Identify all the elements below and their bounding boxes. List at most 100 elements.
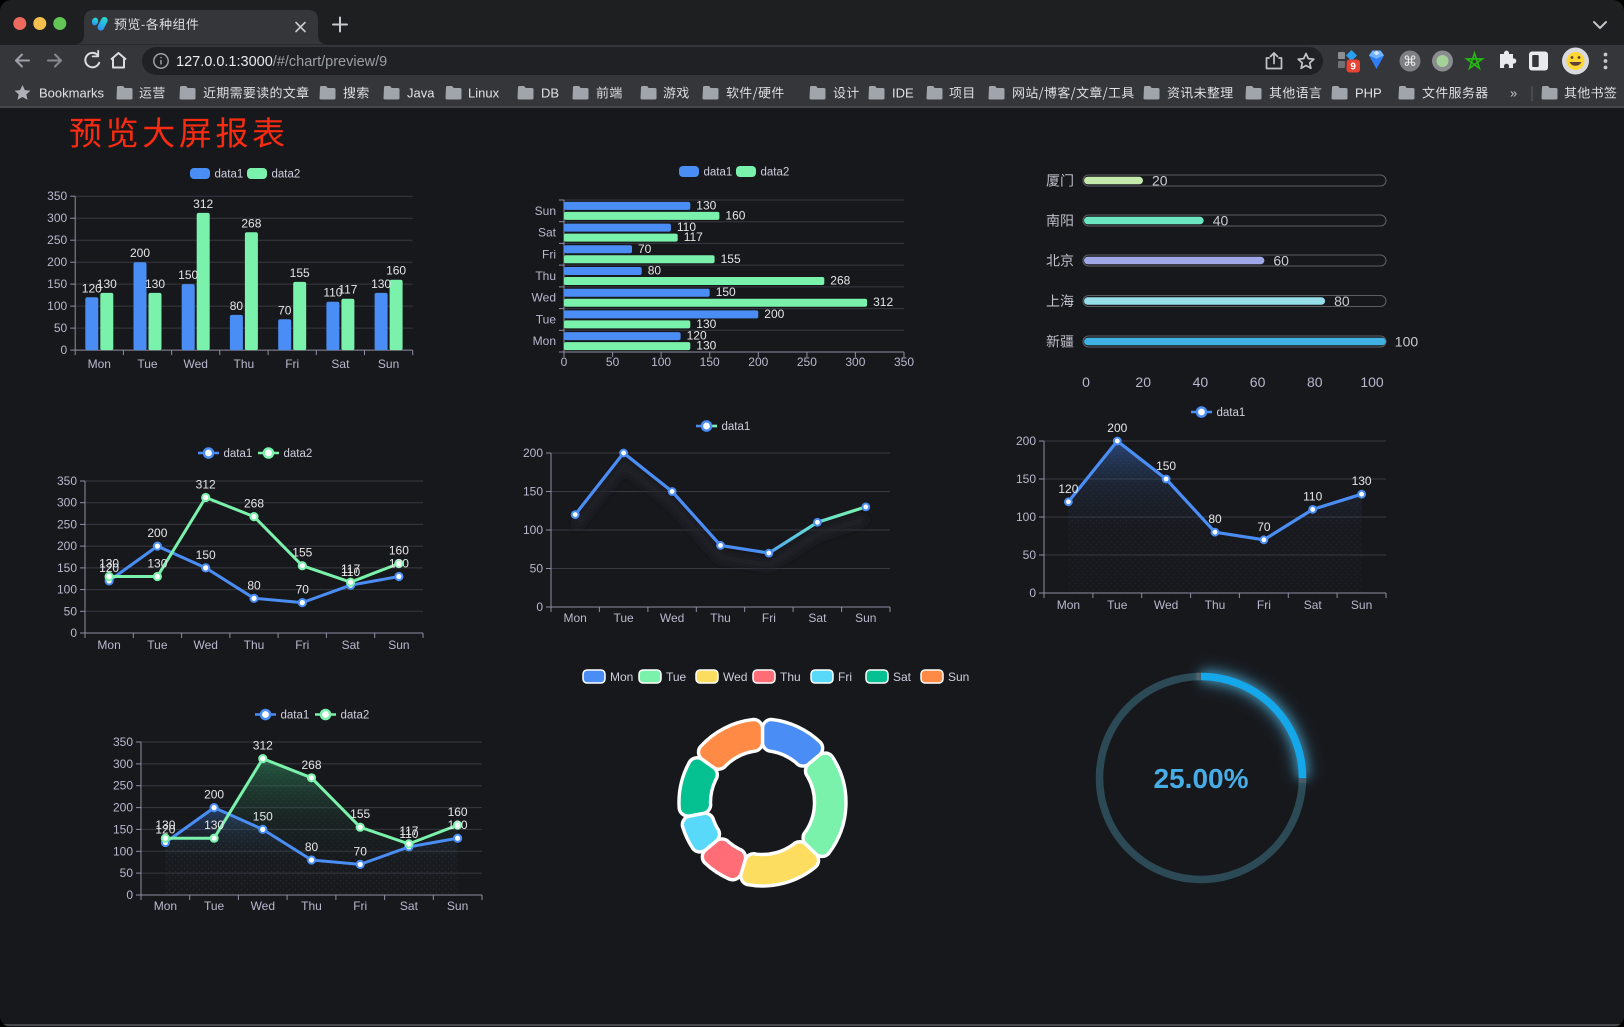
svg-text:»: » xyxy=(1510,86,1517,101)
svg-text:70: 70 xyxy=(278,303,292,317)
svg-text:80: 80 xyxy=(1307,374,1323,390)
svg-text:Tue: Tue xyxy=(666,670,687,684)
svg-text:200: 200 xyxy=(523,446,543,460)
svg-text:350: 350 xyxy=(47,189,67,203)
svg-text:Mon: Mon xyxy=(533,334,556,348)
svg-text:150: 150 xyxy=(716,285,736,299)
svg-text:Mon: Mon xyxy=(88,357,111,371)
svg-text:data1: data1 xyxy=(224,448,253,460)
svg-text:312: 312 xyxy=(253,739,273,753)
svg-text:Sun: Sun xyxy=(948,670,969,684)
svg-text:80: 80 xyxy=(648,264,662,278)
svg-text:200: 200 xyxy=(113,801,133,815)
svg-text:110: 110 xyxy=(677,220,696,234)
svg-text:Java: Java xyxy=(407,86,435,101)
svg-text:Sun: Sun xyxy=(855,611,876,625)
svg-text:100: 100 xyxy=(1360,374,1384,390)
svg-text:200: 200 xyxy=(204,788,224,802)
svg-text:200: 200 xyxy=(764,307,784,321)
svg-text:0: 0 xyxy=(70,626,77,640)
svg-text:Thu: Thu xyxy=(301,899,322,913)
svg-text:80: 80 xyxy=(305,840,319,854)
svg-text:200: 200 xyxy=(47,255,67,269)
svg-text:350: 350 xyxy=(57,474,77,488)
svg-text:0: 0 xyxy=(1082,374,1090,390)
svg-text:80: 80 xyxy=(230,299,244,313)
svg-text:117: 117 xyxy=(684,230,703,244)
svg-text:Tue: Tue xyxy=(147,638,168,652)
svg-text:Fri: Fri xyxy=(353,899,367,913)
svg-text:Tue: Tue xyxy=(613,611,634,625)
svg-text:50: 50 xyxy=(120,866,134,880)
svg-text:data2: data2 xyxy=(284,448,313,460)
svg-text:150: 150 xyxy=(1156,459,1176,473)
svg-text:80: 80 xyxy=(247,578,261,592)
svg-text:250: 250 xyxy=(797,355,817,369)
svg-text:Thu: Thu xyxy=(535,269,556,283)
svg-text:350: 350 xyxy=(113,735,133,749)
svg-text:60: 60 xyxy=(1273,253,1289,269)
svg-text:120: 120 xyxy=(99,561,119,575)
svg-text:data1: data1 xyxy=(215,169,244,181)
svg-text:40: 40 xyxy=(1213,213,1229,229)
svg-text:70: 70 xyxy=(354,844,368,858)
svg-text:IDE: IDE xyxy=(892,86,914,101)
svg-text:Fri: Fri xyxy=(762,611,776,625)
svg-text:300: 300 xyxy=(47,211,67,225)
svg-text:Sat: Sat xyxy=(400,899,419,913)
svg-text:0: 0 xyxy=(561,355,568,369)
svg-text:100: 100 xyxy=(523,523,543,537)
svg-text:Sat: Sat xyxy=(1304,598,1323,612)
svg-text:Tue: Tue xyxy=(536,312,557,326)
svg-text:⌘: ⌘ xyxy=(1403,53,1417,69)
svg-text:50: 50 xyxy=(64,604,78,618)
svg-text:200: 200 xyxy=(130,246,150,260)
svg-text:130: 130 xyxy=(1352,474,1372,488)
svg-text:Thu: Thu xyxy=(1205,598,1226,612)
svg-text:130: 130 xyxy=(448,818,468,832)
svg-text:268: 268 xyxy=(241,216,261,230)
svg-text:155: 155 xyxy=(292,546,312,560)
svg-text:100: 100 xyxy=(113,844,133,858)
svg-text:Sat: Sat xyxy=(893,670,912,684)
svg-text:150: 150 xyxy=(196,548,216,562)
svg-text:100: 100 xyxy=(1016,510,1036,524)
svg-text:Thu: Thu xyxy=(780,670,801,684)
svg-text:130: 130 xyxy=(147,557,167,571)
svg-text:Sun: Sun xyxy=(378,357,399,371)
svg-text:350: 350 xyxy=(894,355,914,369)
svg-text:80: 80 xyxy=(1208,512,1222,526)
svg-text:155: 155 xyxy=(290,266,310,280)
svg-text:Fri: Fri xyxy=(295,638,309,652)
svg-text:120: 120 xyxy=(1058,482,1078,496)
svg-text:data2: data2 xyxy=(272,169,301,181)
svg-text:150: 150 xyxy=(178,268,198,282)
svg-text:Thu: Thu xyxy=(710,611,731,625)
svg-text:200: 200 xyxy=(1016,434,1036,448)
svg-text:312: 312 xyxy=(196,478,216,492)
svg-text:Mon: Mon xyxy=(154,899,177,913)
svg-text:312: 312 xyxy=(193,197,213,211)
svg-text:Fri: Fri xyxy=(838,670,852,684)
svg-text:Fri: Fri xyxy=(1257,598,1271,612)
svg-text:268: 268 xyxy=(830,274,850,288)
svg-text:Wed: Wed xyxy=(723,670,747,684)
svg-text:Wed: Wed xyxy=(1154,598,1178,612)
svg-text:Fri: Fri xyxy=(542,247,556,261)
svg-text:Thu: Thu xyxy=(244,638,265,652)
svg-text:40: 40 xyxy=(1193,374,1209,390)
svg-text:250: 250 xyxy=(57,517,77,531)
svg-text:100: 100 xyxy=(1395,334,1419,350)
svg-text:Wed: Wed xyxy=(532,291,556,305)
svg-text:117: 117 xyxy=(399,824,418,838)
svg-text:50: 50 xyxy=(54,321,68,335)
svg-text:0: 0 xyxy=(126,888,133,902)
svg-text:data2: data2 xyxy=(761,167,790,179)
svg-text:Sat: Sat xyxy=(342,638,361,652)
svg-text:130: 130 xyxy=(97,277,117,291)
svg-text:data2: data2 xyxy=(341,710,370,722)
svg-text:Wed: Wed xyxy=(660,611,684,625)
svg-text:Bookmarks: Bookmarks xyxy=(39,86,105,101)
svg-text:PHP: PHP xyxy=(1355,86,1382,101)
svg-text:Sun: Sun xyxy=(535,204,556,218)
